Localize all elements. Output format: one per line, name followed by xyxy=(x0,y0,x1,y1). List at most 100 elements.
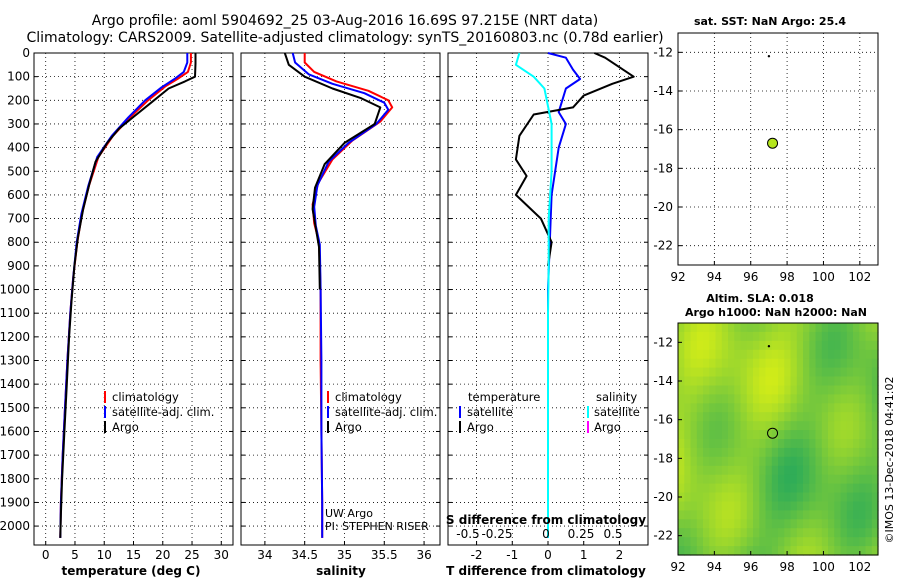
heatmap-cell xyxy=(765,376,773,386)
heatmap-cell xyxy=(803,537,810,547)
heatmap-cell xyxy=(821,492,829,502)
heatmap-cell xyxy=(790,340,798,351)
heatmap-cell xyxy=(709,376,717,386)
heatmap-cell xyxy=(865,394,873,404)
heatmap-cell xyxy=(778,323,785,333)
heatmap-cell xyxy=(853,331,860,342)
heatmap-cell xyxy=(771,376,779,386)
heatmap-cell xyxy=(740,492,748,502)
heatmap-cell xyxy=(840,358,848,369)
heatmap-cell xyxy=(703,331,710,342)
heatmap-cell xyxy=(840,492,848,502)
heatmap-cell xyxy=(790,367,798,378)
heatmap-cell xyxy=(728,323,735,333)
heatmap-cell xyxy=(690,465,698,476)
heatmap-cell xyxy=(771,412,779,422)
heatmap-cell xyxy=(853,447,860,458)
heatmap-cell xyxy=(678,447,685,458)
heatmap-cell xyxy=(784,439,792,449)
heatmap-cell xyxy=(790,456,798,467)
heatmap-cell xyxy=(853,358,860,369)
heatmap-cell xyxy=(865,483,873,494)
heatmap-cell xyxy=(871,376,879,386)
argo-float-marker xyxy=(767,137,779,149)
heatmap-cell xyxy=(734,474,742,485)
heatmap-cell xyxy=(778,474,785,485)
heatmap-cell xyxy=(853,492,860,502)
heatmap-cell xyxy=(834,340,842,351)
heatmap-cell xyxy=(759,492,767,502)
heatmap-cell xyxy=(759,537,767,547)
heatmap-cell xyxy=(715,519,723,529)
heatmap-cell xyxy=(765,367,773,378)
heatmap-cell xyxy=(834,456,842,467)
heatmap-cell xyxy=(734,340,742,351)
heatmap-cell xyxy=(784,349,792,360)
s-tick-label: 0.5 xyxy=(603,527,622,541)
heatmap-cell xyxy=(740,465,748,476)
heatmap-cell xyxy=(740,385,748,395)
heatmap-cell xyxy=(784,447,792,458)
heatmap-cell xyxy=(759,510,767,520)
x-tick-label: -1 xyxy=(506,548,518,562)
heatmap-cell xyxy=(859,537,867,547)
heatmap-cell xyxy=(728,537,735,547)
heatmap-cell xyxy=(803,376,810,386)
heatmap-cell xyxy=(771,439,779,449)
heatmap-cell xyxy=(803,528,810,538)
heatmap-cell xyxy=(715,456,723,467)
heatmap-cell xyxy=(765,483,773,494)
heatmap-cell xyxy=(684,537,692,547)
heatmap-cell xyxy=(821,483,829,494)
heatmap-cell xyxy=(853,528,860,538)
heatmap-cell xyxy=(821,412,829,422)
heatmap-cell xyxy=(728,358,735,369)
heatmap-cell xyxy=(721,430,729,440)
heatmap-cell xyxy=(840,456,848,467)
heatmap-cell xyxy=(765,456,773,467)
heatmap-cell xyxy=(859,323,867,333)
heatmap-cell xyxy=(803,474,810,485)
legend-swatch-s-argo xyxy=(587,421,589,433)
heatmap-cell xyxy=(871,403,879,413)
heatmap-cell xyxy=(865,474,873,485)
heatmap-cell xyxy=(753,331,760,342)
heatmap-cell xyxy=(740,376,748,386)
heatmap-cell xyxy=(871,367,879,378)
heatmap-cell xyxy=(871,447,879,458)
heatmap-cell xyxy=(796,456,804,467)
heatmap-cell xyxy=(771,430,779,440)
heatmap-cell xyxy=(871,546,879,556)
y-tick-label: 200 xyxy=(7,93,30,107)
heatmap-cell xyxy=(709,439,717,449)
heatmap-cell xyxy=(828,519,835,529)
heatmap-cell xyxy=(859,403,867,413)
heatmap-cell xyxy=(696,421,704,431)
heatmap-cell xyxy=(765,430,773,440)
heatmap-cell xyxy=(796,403,804,413)
heatmap-cell xyxy=(834,447,842,458)
s-tick-label: -0.25 xyxy=(481,527,512,541)
heatmap-cell xyxy=(828,501,835,511)
heatmap-cell xyxy=(865,367,873,378)
heatmap-cell xyxy=(753,367,760,378)
heatmap-cell xyxy=(821,528,829,538)
heatmap-cell xyxy=(790,546,798,556)
heatmap-cell xyxy=(871,501,879,511)
heatmap-cell xyxy=(803,430,810,440)
heatmap-cell xyxy=(803,546,810,556)
heatmap-cell xyxy=(871,340,879,351)
heatmap-cell xyxy=(809,528,817,538)
heatmap-cell xyxy=(853,501,860,511)
heatmap-cell xyxy=(746,519,754,529)
heatmap-cell xyxy=(734,528,742,538)
heatmap-cell xyxy=(853,394,860,404)
heatmap-cell xyxy=(778,501,785,511)
y-tick-label: -12 xyxy=(653,45,673,59)
heatmap-cell xyxy=(696,492,704,502)
heatmap-cell xyxy=(809,421,817,431)
heatmap-cell xyxy=(796,528,804,538)
heatmap-cell xyxy=(740,456,748,467)
heatmap-cell xyxy=(821,537,829,547)
